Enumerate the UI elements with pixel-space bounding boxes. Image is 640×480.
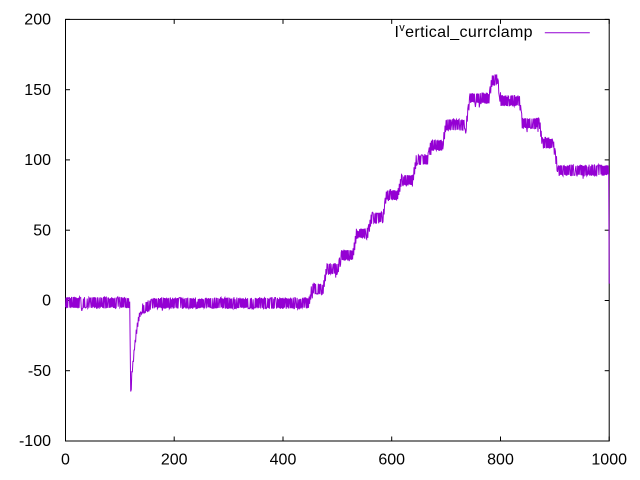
svg-text:1000: 1000 [591, 452, 627, 469]
svg-text:150: 150 [24, 82, 51, 99]
svg-text:600: 600 [378, 452, 405, 469]
svg-text:200: 200 [24, 12, 51, 29]
svg-text:800: 800 [487, 452, 514, 469]
svg-text:-50: -50 [28, 363, 51, 380]
svg-text:50: 50 [33, 222, 51, 239]
svg-text:-100: -100 [19, 433, 51, 450]
svg-text:200: 200 [161, 452, 188, 469]
svg-text:400: 400 [270, 452, 297, 469]
svg-text:100: 100 [24, 152, 51, 169]
svg-text:Ivertical_currclamp: Ivertical_currclamp [395, 22, 533, 41]
svg-text:0: 0 [42, 293, 51, 310]
svg-text:0: 0 [61, 452, 70, 469]
